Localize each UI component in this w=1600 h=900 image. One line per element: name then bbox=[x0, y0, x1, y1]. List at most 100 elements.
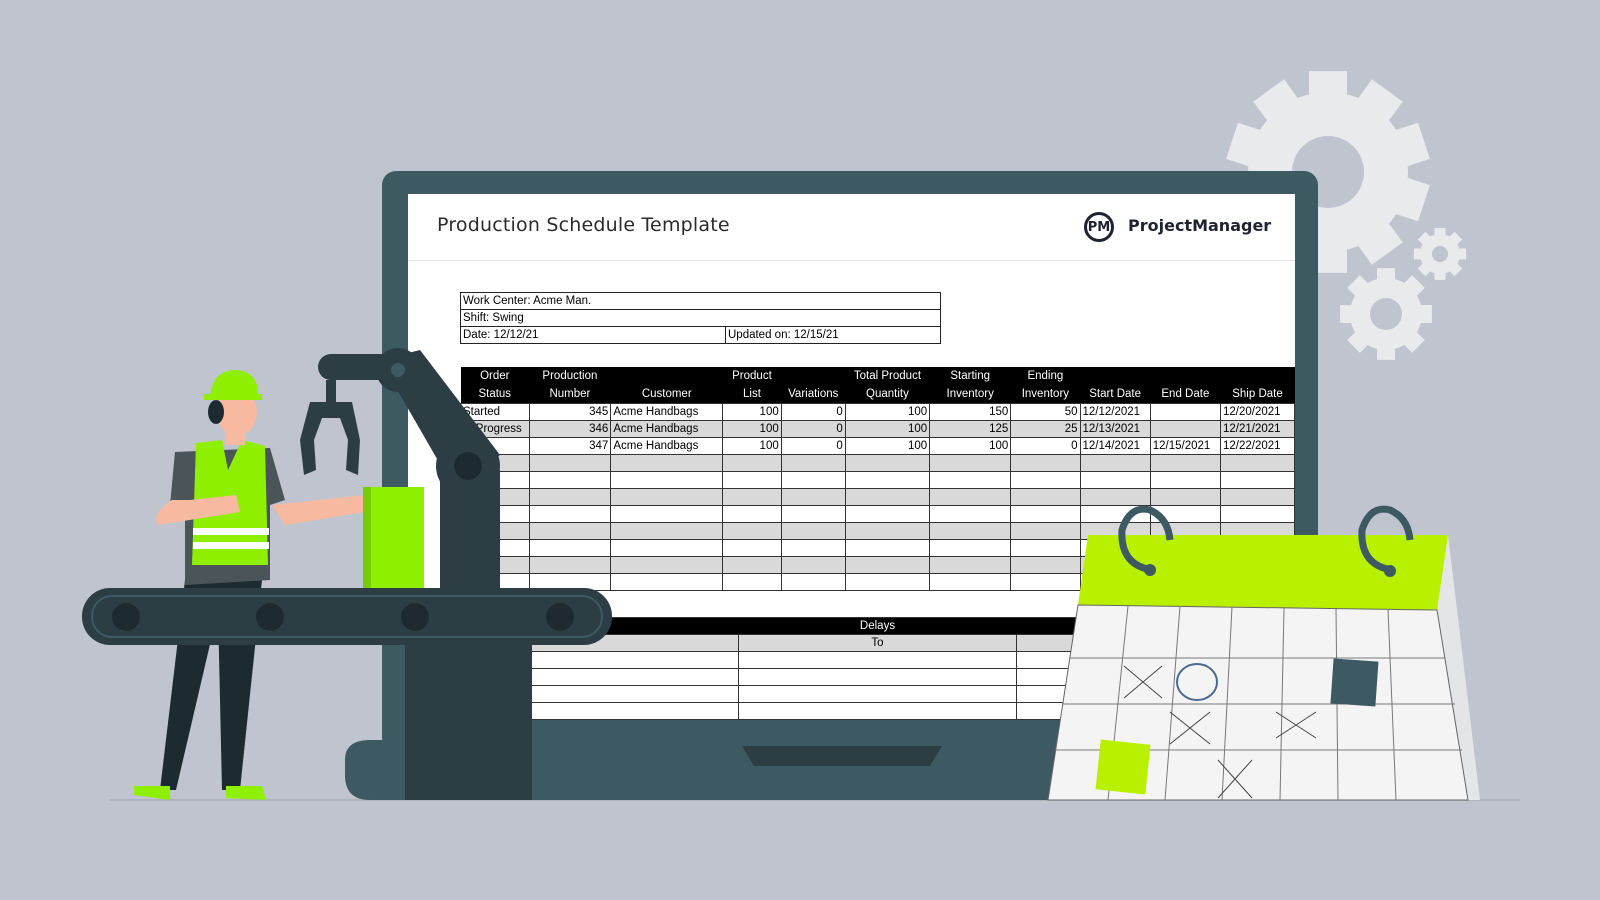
table-cell: Acme Handbags bbox=[610, 403, 724, 421]
calendar-ring bbox=[1358, 505, 1414, 574]
robot-pillar bbox=[405, 640, 532, 800]
table-cell: 12/13/2021 bbox=[1079, 420, 1151, 438]
table-cell bbox=[929, 454, 1012, 472]
table-cell bbox=[844, 488, 931, 506]
table-cell: Acme Handbags bbox=[610, 420, 724, 438]
table-cell bbox=[528, 488, 612, 506]
table-cell bbox=[929, 522, 1012, 540]
table-cell bbox=[1010, 573, 1081, 591]
table-cell bbox=[1149, 488, 1222, 506]
table-cell bbox=[780, 556, 846, 574]
column-header: Customer bbox=[610, 367, 723, 404]
roller bbox=[112, 603, 140, 631]
header-row: Order Status Production Number Customer Pro… bbox=[460, 367, 1295, 404]
worker-shoes bbox=[134, 786, 266, 800]
table-cell bbox=[1149, 420, 1222, 438]
conveyor-belt bbox=[91, 595, 603, 638]
table-cell bbox=[722, 488, 782, 506]
table-cell bbox=[1149, 454, 1222, 472]
data-row: In Progress 346 Acme Handbags 100 0 100 125 25 1… bbox=[460, 420, 1295, 438]
page-title: Production Schedule Template bbox=[437, 214, 730, 236]
roller bbox=[401, 603, 429, 631]
table-cell: Started bbox=[460, 403, 530, 421]
conveyor-rollers bbox=[112, 603, 574, 631]
table-cell: 346 bbox=[528, 420, 612, 438]
robot-gripper bbox=[300, 402, 360, 475]
ring-hole bbox=[1384, 565, 1396, 577]
info-cell: Updated on: 12/15/21 bbox=[725, 326, 941, 344]
table-cell: 100 bbox=[844, 420, 931, 438]
calendar-note bbox=[1095, 739, 1151, 795]
table-cell bbox=[929, 556, 1012, 574]
robot-bolt bbox=[454, 452, 482, 480]
table-cell bbox=[844, 454, 931, 472]
ring-hole bbox=[1144, 564, 1156, 576]
column-header: Start Date bbox=[1080, 367, 1151, 404]
vest-stripe bbox=[193, 542, 269, 549]
table-cell: 50 bbox=[1010, 403, 1081, 421]
column-header: Ship Date bbox=[1220, 367, 1295, 404]
table-cell bbox=[1010, 556, 1081, 574]
roller bbox=[546, 603, 574, 631]
table-cell bbox=[722, 454, 782, 472]
table-cell bbox=[780, 454, 846, 472]
monitor-notch bbox=[742, 746, 942, 766]
helmet-brim bbox=[204, 394, 262, 400]
calendar-page bbox=[1047, 604, 1469, 801]
table-cell bbox=[780, 488, 846, 506]
table-cell bbox=[610, 573, 724, 591]
conveyor bbox=[82, 588, 612, 645]
worker-hair bbox=[208, 400, 224, 424]
brand-name: ProjectManager bbox=[1128, 216, 1272, 235]
column-header: Production Number bbox=[529, 367, 611, 404]
calendar-note bbox=[1330, 658, 1379, 707]
gear-hole bbox=[1370, 298, 1402, 330]
worker bbox=[134, 370, 365, 800]
empty-row bbox=[460, 471, 1295, 489]
column-header: Variations bbox=[781, 367, 846, 404]
brand-logo: PM bbox=[1084, 212, 1114, 242]
gear bbox=[1340, 268, 1432, 360]
worker-helmet bbox=[210, 370, 259, 398]
column-header: Product List bbox=[722, 367, 782, 404]
gear bbox=[1413, 227, 1467, 281]
table-cell bbox=[780, 522, 846, 540]
column-header: Total Product Quantity bbox=[845, 367, 930, 404]
table-cell: 100 bbox=[844, 403, 931, 421]
header-divider bbox=[408, 260, 1295, 261]
table-cell bbox=[844, 556, 931, 574]
product-box bbox=[363, 487, 424, 590]
table-cell bbox=[1079, 454, 1151, 472]
calendar-header bbox=[1078, 535, 1448, 610]
worker-arm bbox=[272, 495, 365, 525]
robot-wrist bbox=[326, 380, 336, 402]
calendar-ring bbox=[1118, 505, 1174, 574]
roller bbox=[256, 603, 284, 631]
table-cell: 25 bbox=[1010, 420, 1081, 438]
table-cell: 12/20/2021 bbox=[1220, 403, 1295, 421]
robot-bolt bbox=[391, 363, 405, 377]
info-table: Work Center: Acme Man. Shift: Swing Date… bbox=[460, 292, 941, 344]
table-cell bbox=[844, 573, 931, 591]
table-cell bbox=[1220, 454, 1295, 472]
table-cell: 12/15/2021 bbox=[1149, 437, 1222, 455]
vest-stripe bbox=[193, 528, 269, 535]
table-cell: 100 bbox=[722, 420, 782, 438]
info-cell: Date: 12/12/21 bbox=[460, 326, 726, 344]
table-cell: 125 bbox=[929, 420, 1012, 438]
data-row: Started 345 Acme Handbags 100 0 100 150 50 12/12… bbox=[460, 403, 1295, 421]
column-header: Starting Inventory bbox=[929, 367, 1011, 404]
gear-hole bbox=[1432, 246, 1448, 262]
column-header: End Date bbox=[1150, 367, 1221, 404]
gear-tooth bbox=[1434, 227, 1446, 239]
column-header: Ending Inventory bbox=[1010, 367, 1080, 404]
empty-row bbox=[460, 505, 1295, 523]
table-cell bbox=[610, 522, 724, 540]
data-row: 347 Acme Handbags 100 0 100 100 0 12/14/2021 12/… bbox=[460, 437, 1295, 455]
info-cell: Work Center: Acme Man. bbox=[460, 292, 941, 310]
calendar bbox=[1047, 505, 1480, 801]
worker-arm bbox=[155, 495, 240, 525]
table-cell: 100 bbox=[844, 437, 931, 455]
